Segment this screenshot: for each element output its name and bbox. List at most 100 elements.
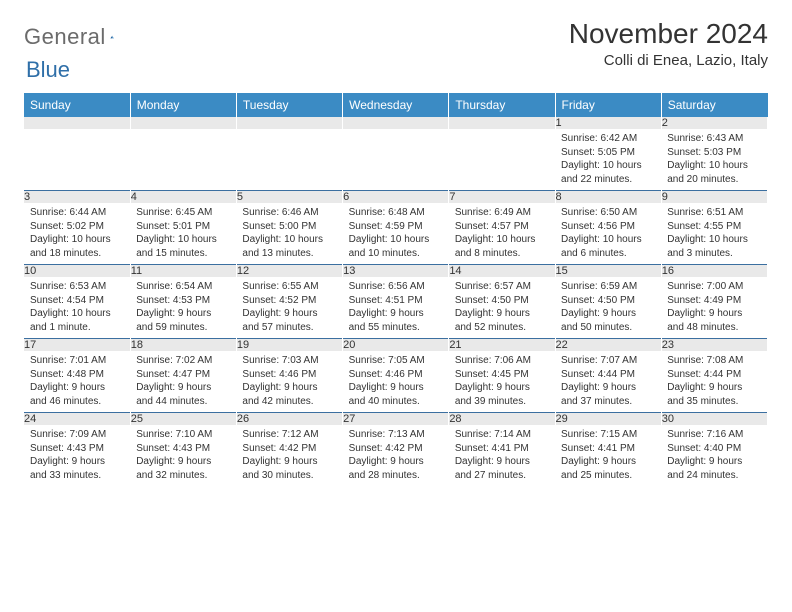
day-cell-content [343,129,449,136]
day-number: 28 [449,413,555,426]
day-line: Sunset: 4:59 PM [349,220,443,234]
day-line: Daylight: 9 hours [349,307,443,321]
day-cell-content: Sunrise: 7:05 AMSunset: 4:46 PMDaylight:… [343,351,449,412]
day-line: Sunrise: 6:49 AM [455,206,549,220]
day-line: Sunrise: 6:46 AM [242,206,336,220]
day-header: Saturday [661,93,767,117]
day-line: Sunrise: 7:06 AM [455,354,549,368]
day-cell: Sunrise: 6:59 AMSunset: 4:50 PMDaylight:… [555,277,661,339]
day-line: and 27 minutes. [455,469,549,483]
day-line: Sunset: 4:48 PM [30,368,124,382]
day-number: 6 [343,191,449,204]
day-line: Sunrise: 7:13 AM [349,428,443,442]
day-cell: Sunrise: 6:48 AMSunset: 4:59 PMDaylight:… [343,203,449,265]
day-cell: Sunrise: 6:54 AMSunset: 4:53 PMDaylight:… [130,277,236,339]
day-number: 11 [130,265,236,278]
day-cell: Sunrise: 7:02 AMSunset: 4:47 PMDaylight:… [130,351,236,413]
day-cell [449,129,555,191]
day-line: Sunset: 4:54 PM [30,294,124,308]
day-line: Daylight: 9 hours [561,381,655,395]
day-line: Daylight: 9 hours [667,381,761,395]
day-line: and 59 minutes. [136,321,230,335]
day-line: Daylight: 9 hours [242,455,336,469]
day-line: Sunrise: 7:07 AM [561,354,655,368]
day-line: Sunrise: 7:05 AM [349,354,443,368]
day-line: Daylight: 9 hours [455,381,549,395]
day-number: 25 [130,413,236,426]
day-cell: Sunrise: 6:56 AMSunset: 4:51 PMDaylight:… [343,277,449,339]
day-cell-content: Sunrise: 6:45 AMSunset: 5:01 PMDaylight:… [130,203,236,264]
day-line: Daylight: 10 hours [349,233,443,247]
day-line: Sunrise: 7:02 AM [136,354,230,368]
day-cell-content: Sunrise: 6:42 AMSunset: 5:05 PMDaylight:… [555,129,661,190]
day-line: Sunrise: 7:08 AM [667,354,761,368]
day-line: Sunrise: 6:50 AM [561,206,655,220]
day-number: 1 [555,117,661,129]
day-cell [236,129,342,191]
day-line: Daylight: 9 hours [136,307,230,321]
day-number: 21 [449,339,555,352]
day-line: and 33 minutes. [30,469,124,483]
day-cell: Sunrise: 7:06 AMSunset: 4:45 PMDaylight:… [449,351,555,413]
day-line: and 6 minutes. [561,247,655,261]
day-header: Tuesday [236,93,342,117]
day-line: and 10 minutes. [349,247,443,261]
day-cell-content [236,129,342,136]
day-line: Sunset: 4:46 PM [349,368,443,382]
day-line: Sunset: 4:41 PM [455,442,549,456]
day-cell: Sunrise: 6:55 AMSunset: 4:52 PMDaylight:… [236,277,342,339]
day-line: Sunrise: 6:55 AM [242,280,336,294]
day-line: Sunset: 4:47 PM [136,368,230,382]
day-number [236,117,342,129]
day-line: Daylight: 10 hours [242,233,336,247]
day-number: 5 [236,191,342,204]
day-cell: Sunrise: 7:03 AMSunset: 4:46 PMDaylight:… [236,351,342,413]
day-line: Sunset: 4:43 PM [136,442,230,456]
day-cell: Sunrise: 6:51 AMSunset: 4:55 PMDaylight:… [661,203,767,265]
day-line: Sunrise: 6:48 AM [349,206,443,220]
day-line: Daylight: 9 hours [561,307,655,321]
day-cell: Sunrise: 7:08 AMSunset: 4:44 PMDaylight:… [661,351,767,413]
day-cell [130,129,236,191]
day-cell-content: Sunrise: 7:06 AMSunset: 4:45 PMDaylight:… [449,351,555,412]
day-line: Daylight: 9 hours [561,455,655,469]
day-number: 24 [24,413,130,426]
day-cell: Sunrise: 7:13 AMSunset: 4:42 PMDaylight:… [343,425,449,486]
day-line: Daylight: 10 hours [136,233,230,247]
day-line: Daylight: 10 hours [455,233,549,247]
day-line: and 40 minutes. [349,395,443,409]
day-line: and 50 minutes. [561,321,655,335]
day-header: Wednesday [343,93,449,117]
day-number: 12 [236,265,342,278]
day-cell-content: Sunrise: 7:01 AMSunset: 4:48 PMDaylight:… [24,351,130,412]
day-cell-content: Sunrise: 6:53 AMSunset: 4:54 PMDaylight:… [24,277,130,338]
day-line: Daylight: 10 hours [667,233,761,247]
day-line: Sunrise: 7:14 AM [455,428,549,442]
day-number: 29 [555,413,661,426]
day-line: Sunset: 4:44 PM [667,368,761,382]
day-cell: Sunrise: 6:42 AMSunset: 5:05 PMDaylight:… [555,129,661,191]
day-line: Sunrise: 6:56 AM [349,280,443,294]
day-line: Sunset: 4:50 PM [561,294,655,308]
day-number: 4 [130,191,236,204]
day-line: Sunrise: 7:01 AM [30,354,124,368]
day-line: and 52 minutes. [455,321,549,335]
logo-text-general: General [24,24,106,50]
day-number: 27 [343,413,449,426]
day-line: Sunset: 4:43 PM [30,442,124,456]
day-line: Sunrise: 7:10 AM [136,428,230,442]
day-line: Daylight: 10 hours [667,159,761,173]
day-number: 22 [555,339,661,352]
day-number: 9 [661,191,767,204]
day-number: 14 [449,265,555,278]
day-number: 18 [130,339,236,352]
day-cell-content: Sunrise: 7:08 AMSunset: 4:44 PMDaylight:… [661,351,767,412]
day-line: and 25 minutes. [561,469,655,483]
day-line: and 1 minute. [30,321,124,335]
day-line: and 55 minutes. [349,321,443,335]
day-line: Daylight: 9 hours [667,455,761,469]
day-number [343,117,449,129]
day-line: and 8 minutes. [455,247,549,261]
day-line: Daylight: 9 hours [242,381,336,395]
day-line: Daylight: 9 hours [30,455,124,469]
